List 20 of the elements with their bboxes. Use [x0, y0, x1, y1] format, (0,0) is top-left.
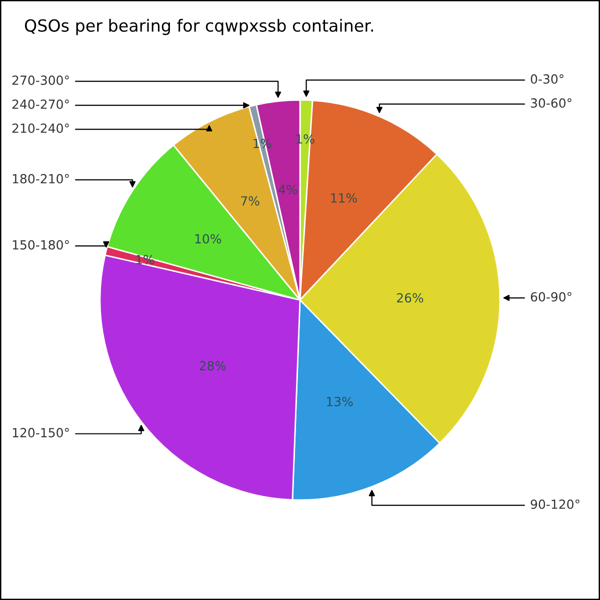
slice-label: 120-150° [12, 428, 69, 438]
data-label: 1% [254, 138, 272, 148]
data-label: 28% [200, 361, 226, 370]
slice-label: 90-120° [530, 499, 580, 509]
slice-label: 240-270° [12, 100, 69, 109]
slice-label: 150-180° [12, 240, 69, 250]
slice-label: 30-60° [530, 98, 572, 108]
slice-label: 210-240° [12, 124, 69, 133]
data-label: 10% [195, 234, 222, 244]
data-label: 1% [296, 134, 314, 144]
data-label: 26% [397, 293, 424, 303]
slice-label: 0-30° [530, 74, 564, 84]
data-label: 7% [241, 196, 260, 206]
data-label: 4% [278, 184, 298, 194]
chart-title: QSOs per bearing for cqwpxssb container. [24, 18, 373, 36]
data-label: 11% [331, 193, 357, 203]
data-label: 13% [327, 396, 353, 406]
slice-label: 60-90° [530, 292, 572, 302]
slice-label: 270-300° [12, 76, 69, 85]
slice-label: 180-210° [12, 174, 69, 184]
